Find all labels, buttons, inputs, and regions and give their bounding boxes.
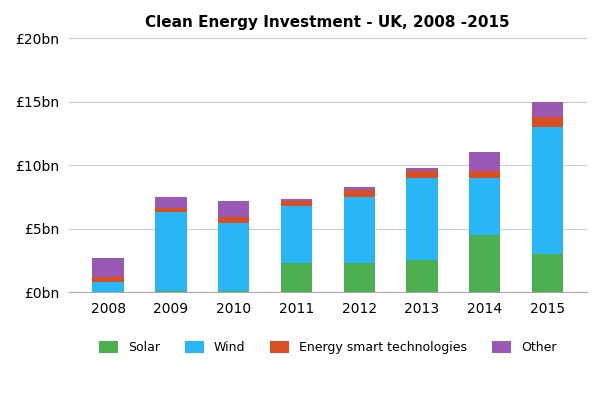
Bar: [281, 201, 312, 206]
Bar: [218, 291, 249, 292]
Bar: [218, 224, 249, 291]
Bar: [532, 254, 563, 292]
Bar: [469, 235, 500, 292]
Bar: [532, 117, 563, 127]
Title: Clean Energy Investment - UK, 2008 -2015: Clean Energy Investment - UK, 2008 -2015: [146, 15, 510, 30]
Bar: [344, 191, 375, 197]
Bar: [469, 178, 500, 235]
Bar: [155, 197, 187, 208]
Bar: [406, 178, 438, 260]
Legend: Solar, Wind, Energy smart technologies, Other: Solar, Wind, Energy smart technologies, …: [95, 336, 561, 359]
Bar: [92, 282, 124, 292]
Bar: [532, 102, 563, 117]
Bar: [155, 208, 187, 212]
Bar: [469, 153, 500, 171]
Bar: [281, 206, 312, 263]
Bar: [281, 263, 312, 292]
Bar: [92, 258, 124, 277]
Bar: [406, 260, 438, 292]
Bar: [406, 168, 438, 171]
Bar: [406, 171, 438, 178]
Bar: [469, 171, 500, 178]
Bar: [344, 197, 375, 263]
Bar: [155, 212, 187, 291]
Bar: [155, 291, 187, 292]
Bar: [344, 187, 375, 191]
Bar: [218, 217, 249, 224]
Bar: [281, 199, 312, 201]
Bar: [344, 263, 375, 292]
Bar: [218, 201, 249, 217]
Bar: [532, 127, 563, 254]
Bar: [92, 277, 124, 282]
